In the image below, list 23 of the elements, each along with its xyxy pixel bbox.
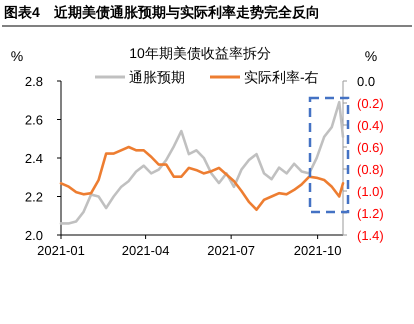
- y2-tick-label: (1.0): [357, 184, 384, 199]
- y2-axis-title: %: [364, 48, 378, 64]
- chart-subtitle: 10年期美债收益率拆分: [129, 45, 271, 61]
- legend-label: 实际利率-右: [244, 69, 319, 85]
- y2-tick-label: 0.0: [357, 74, 376, 89]
- chart-title: 图表4 近期美债通胀预期与实际利率走势完全反向: [4, 4, 320, 20]
- y-tick-label: 2.6: [24, 112, 43, 128]
- y2-tick-label: (1.2): [357, 206, 384, 221]
- y-tick-label: 2.8: [24, 74, 43, 89]
- y-tick-label: 2.4: [24, 151, 43, 166]
- y-tick-label: 2.2: [24, 190, 43, 204]
- x-tick-label: 2021-01: [37, 243, 85, 258]
- x-tick-label: 2021-07: [207, 243, 255, 258]
- y2-tick-label: (0.6): [357, 140, 384, 155]
- legend-label: 通胀预期: [129, 69, 185, 85]
- x-tick-label: 2021-10: [294, 243, 342, 258]
- y-tick-label: 2.0: [24, 228, 43, 243]
- y2-tick-label: (0.2): [357, 96, 384, 111]
- y-axis-title: %: [10, 48, 24, 64]
- x-tick-label: 2021-04: [122, 243, 170, 258]
- y2-tick-label: (0.4): [357, 118, 384, 133]
- y2-tick-label: (0.8): [357, 162, 384, 177]
- y2-tick-label: (1.4): [357, 228, 384, 243]
